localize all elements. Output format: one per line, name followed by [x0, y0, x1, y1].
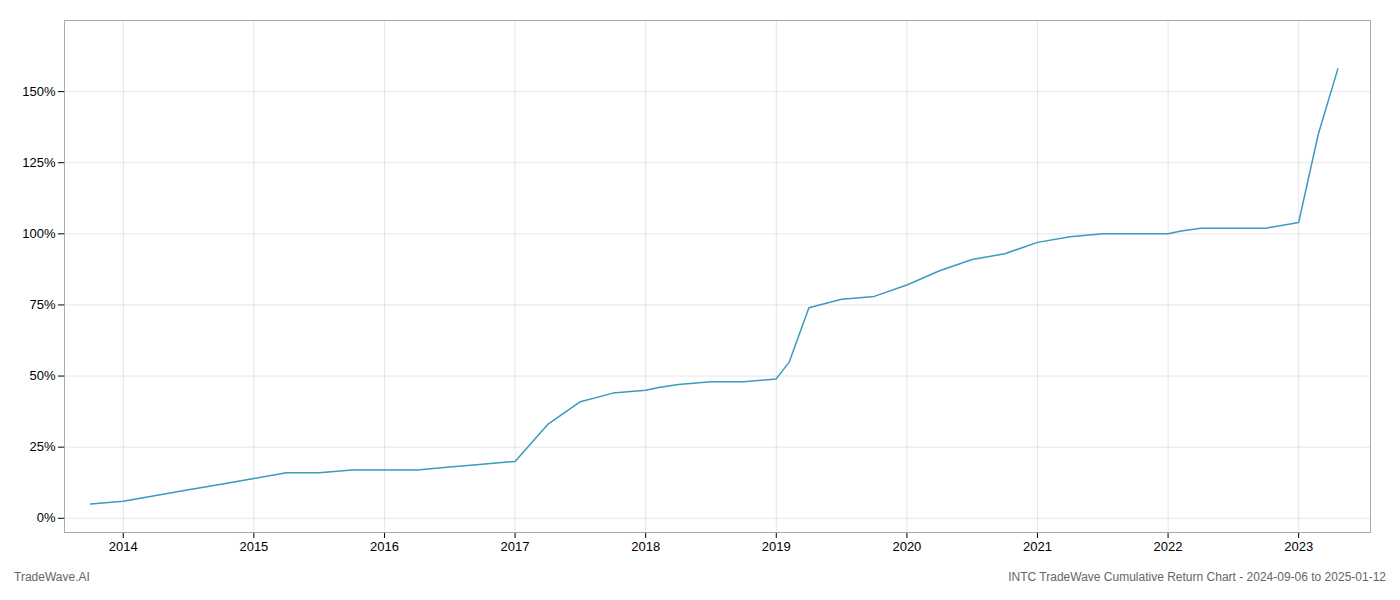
svg-text:50%: 50% — [29, 368, 55, 383]
svg-text:2021: 2021 — [1023, 539, 1052, 554]
svg-text:2016: 2016 — [370, 539, 399, 554]
svg-text:100%: 100% — [22, 226, 56, 241]
svg-text:25%: 25% — [29, 439, 55, 454]
svg-text:2020: 2020 — [892, 539, 921, 554]
svg-text:0%: 0% — [37, 510, 56, 525]
svg-text:125%: 125% — [22, 155, 56, 170]
html-text:INTC TradeWave Cumulative Retu: INTC TradeWave Cumulative Return Chart -… — [1008, 570, 1386, 584]
svg-text:150%: 150% — [22, 84, 56, 99]
svg-text:75%: 75% — [29, 297, 55, 312]
svg-text:2022: 2022 — [1154, 539, 1183, 554]
svg-text:2023: 2023 — [1284, 539, 1313, 554]
html-text:TradeWave.AI: TradeWave.AI — [14, 570, 90, 584]
svg-text:2019: 2019 — [762, 539, 791, 554]
svg-text:2018: 2018 — [631, 539, 660, 554]
svg-text:2017: 2017 — [501, 539, 530, 554]
svg-text:2015: 2015 — [239, 539, 268, 554]
svg-text:2014: 2014 — [109, 539, 138, 554]
